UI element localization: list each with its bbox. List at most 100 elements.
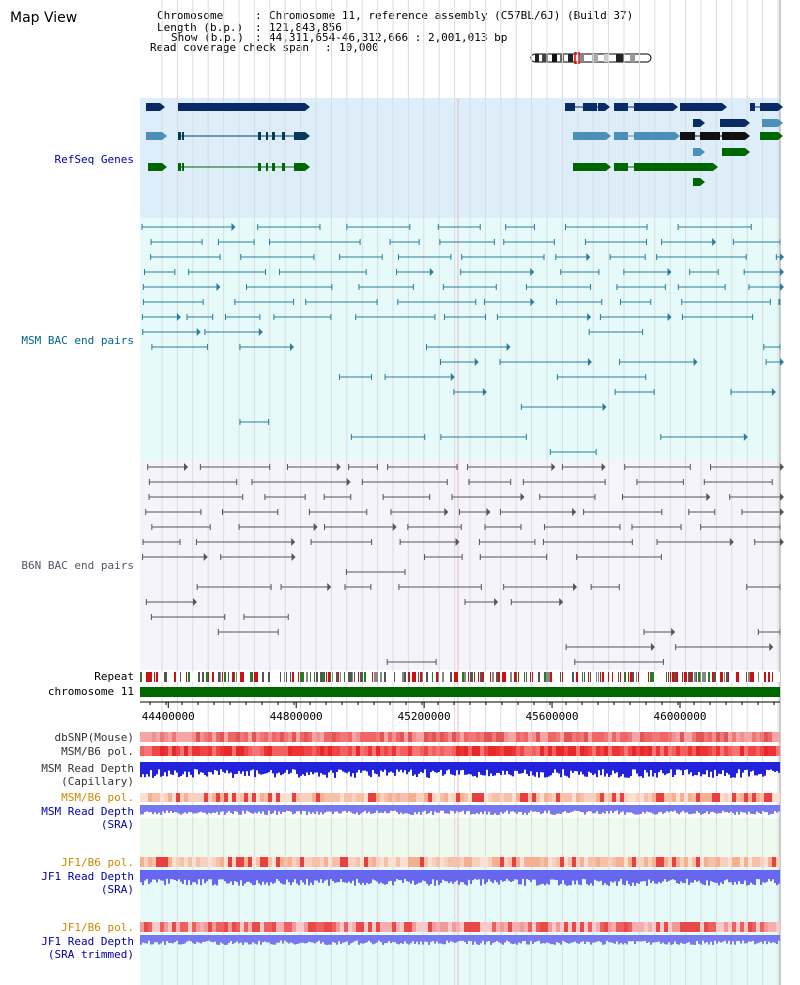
gene-strand-arrow [675, 132, 680, 140]
depth-bar [760, 870, 762, 885]
depth-bar [444, 870, 446, 881]
depth-bar [712, 762, 714, 778]
heat-cell [320, 857, 324, 867]
depth-bar [586, 762, 588, 777]
heat-cell [740, 922, 744, 932]
chromosome-ideogram[interactable] [530, 52, 652, 64]
depth-bar [198, 762, 200, 775]
depth-bar [148, 935, 150, 941]
coverage-label: Read coverage check span [150, 41, 309, 54]
heat-cell [280, 922, 284, 932]
heat-cell [700, 746, 704, 756]
depth-bar [556, 870, 558, 881]
depth-bar [768, 805, 770, 815]
depth-bar [148, 762, 150, 777]
heat-cell [684, 732, 688, 742]
depth-bar [190, 935, 192, 942]
depth-bar [194, 762, 196, 770]
b6n-bac-pair-arrow [494, 598, 499, 606]
depth-bar [540, 805, 542, 815]
depth-bar [238, 870, 240, 886]
heat-cell [728, 922, 732, 932]
depth-bar [688, 805, 690, 814]
repeat-element [636, 672, 637, 682]
depth-bar [352, 762, 354, 774]
repeat-element [156, 672, 158, 682]
depth-bar [380, 805, 382, 813]
depth-bar [536, 935, 538, 942]
repeat-element [314, 672, 315, 682]
heat-cell [672, 857, 676, 867]
depth-bar [436, 935, 438, 942]
depth-bar [682, 805, 684, 811]
heat-cell [588, 746, 592, 756]
heat-cell [516, 732, 520, 742]
depth-bar [558, 805, 560, 814]
label-refseq: RefSeq Genes [55, 153, 134, 166]
depth-bar [288, 805, 290, 811]
depth-bar [710, 762, 712, 772]
depth-bar [436, 805, 438, 813]
gene-exon [760, 103, 778, 111]
depth-bar [714, 805, 716, 813]
depth-bar [730, 935, 732, 945]
label-msm-bac: MSM BAC end pairs [21, 334, 134, 347]
repeat-element [198, 672, 200, 682]
depth-bar [438, 805, 440, 813]
b6n-bac-pairs [142, 463, 784, 665]
heat-cell [300, 746, 304, 756]
depth-bar [738, 805, 740, 815]
depth-bar [744, 870, 746, 881]
depth-bar [534, 870, 536, 880]
heat-cell [772, 857, 776, 867]
depth-bar [152, 935, 154, 945]
heat-cell [344, 793, 348, 802]
heat-cell [192, 922, 196, 932]
depth-bar [234, 870, 236, 881]
heat-cell [200, 922, 204, 932]
depth-bar [692, 935, 694, 945]
heat-cell [208, 922, 212, 932]
heat-cell [492, 732, 496, 742]
repeat-element [704, 672, 706, 682]
depth-bar [328, 935, 330, 945]
heat-cell [232, 793, 236, 802]
depth-bar [730, 870, 732, 883]
depth-bar [202, 870, 204, 880]
heat-cell [268, 793, 272, 802]
heat-cell [504, 922, 508, 932]
heat-cell [152, 732, 156, 742]
depth-bar [288, 870, 290, 883]
depth-bar [316, 935, 318, 943]
depth-bar [354, 870, 356, 886]
depth-bar [750, 762, 752, 772]
heat-cell [576, 732, 580, 742]
heat-cell [452, 922, 456, 932]
heat-cell [184, 732, 188, 742]
heat-cell [416, 857, 420, 867]
depth-bar [470, 935, 472, 942]
depth-bar [270, 762, 272, 771]
depth-bar [302, 935, 304, 943]
repeat-element [602, 672, 604, 682]
heat-cell [360, 793, 364, 802]
repeat-element [504, 672, 506, 682]
heat-cell [468, 857, 472, 867]
heat-cell [536, 857, 540, 867]
depth-bar [150, 762, 152, 771]
depth-bar [514, 870, 516, 880]
depth-bar [222, 805, 224, 812]
heat-cell [472, 857, 476, 867]
depth-bar [200, 805, 202, 812]
heat-cell [288, 746, 292, 756]
depth-bar [590, 870, 592, 884]
heat-cell [688, 857, 692, 867]
depth-bar [252, 935, 254, 943]
heat-cell [196, 857, 200, 867]
depth-bar [430, 870, 432, 885]
b6n-bac-pair-arrow [551, 463, 556, 471]
depth-bar [556, 805, 558, 814]
depth-bar [216, 935, 218, 945]
heat-cell [736, 746, 740, 756]
depth-bar [530, 935, 532, 941]
